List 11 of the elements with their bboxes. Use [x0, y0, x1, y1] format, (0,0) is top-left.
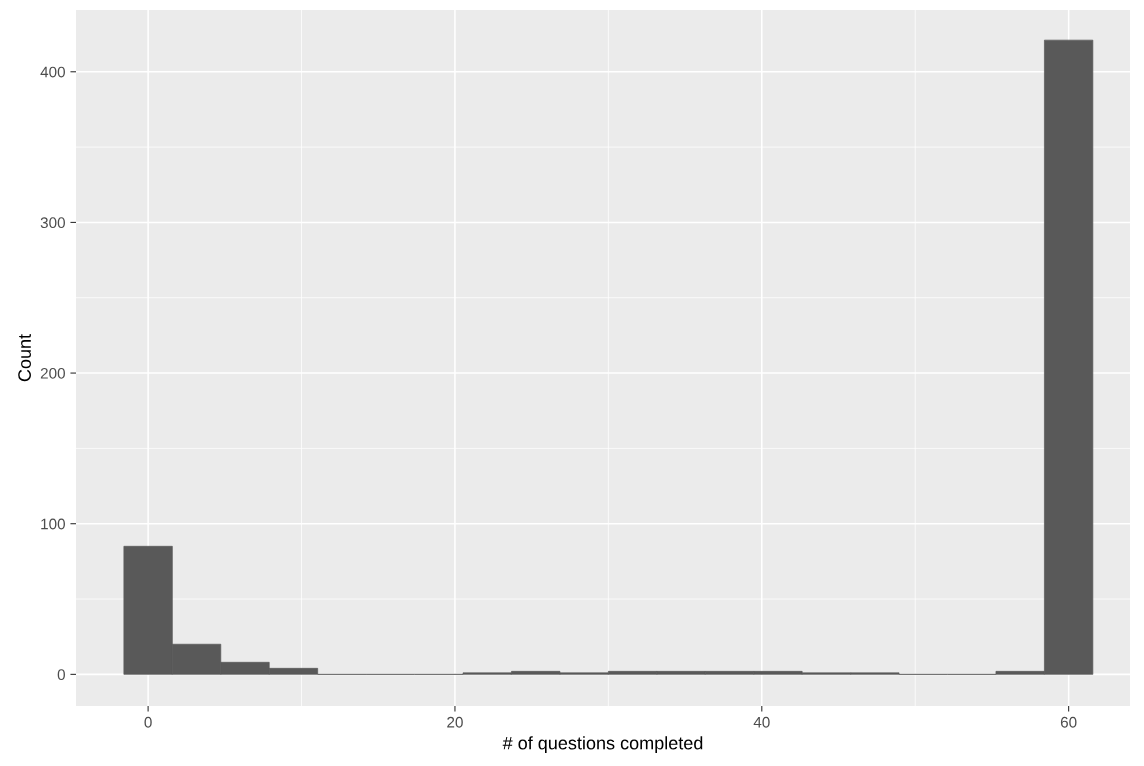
y-tick-label: 200 [40, 367, 65, 379]
y-tick-label: 100 [41, 518, 65, 530]
x-axis-title: # of questions completed [502, 736, 703, 754]
y-tick-label: 300 [40, 217, 65, 229]
x-tick-label: 0 [144, 716, 152, 728]
y-tick-label: 400 [40, 66, 65, 78]
x-tick-label: 40 [753, 716, 770, 728]
y-axis-title: Count [18, 334, 31, 382]
x-tick-label: 60 [1060, 716, 1077, 728]
y-tick-label: 0 [57, 669, 65, 681]
x-tick-label: 20 [447, 716, 463, 728]
